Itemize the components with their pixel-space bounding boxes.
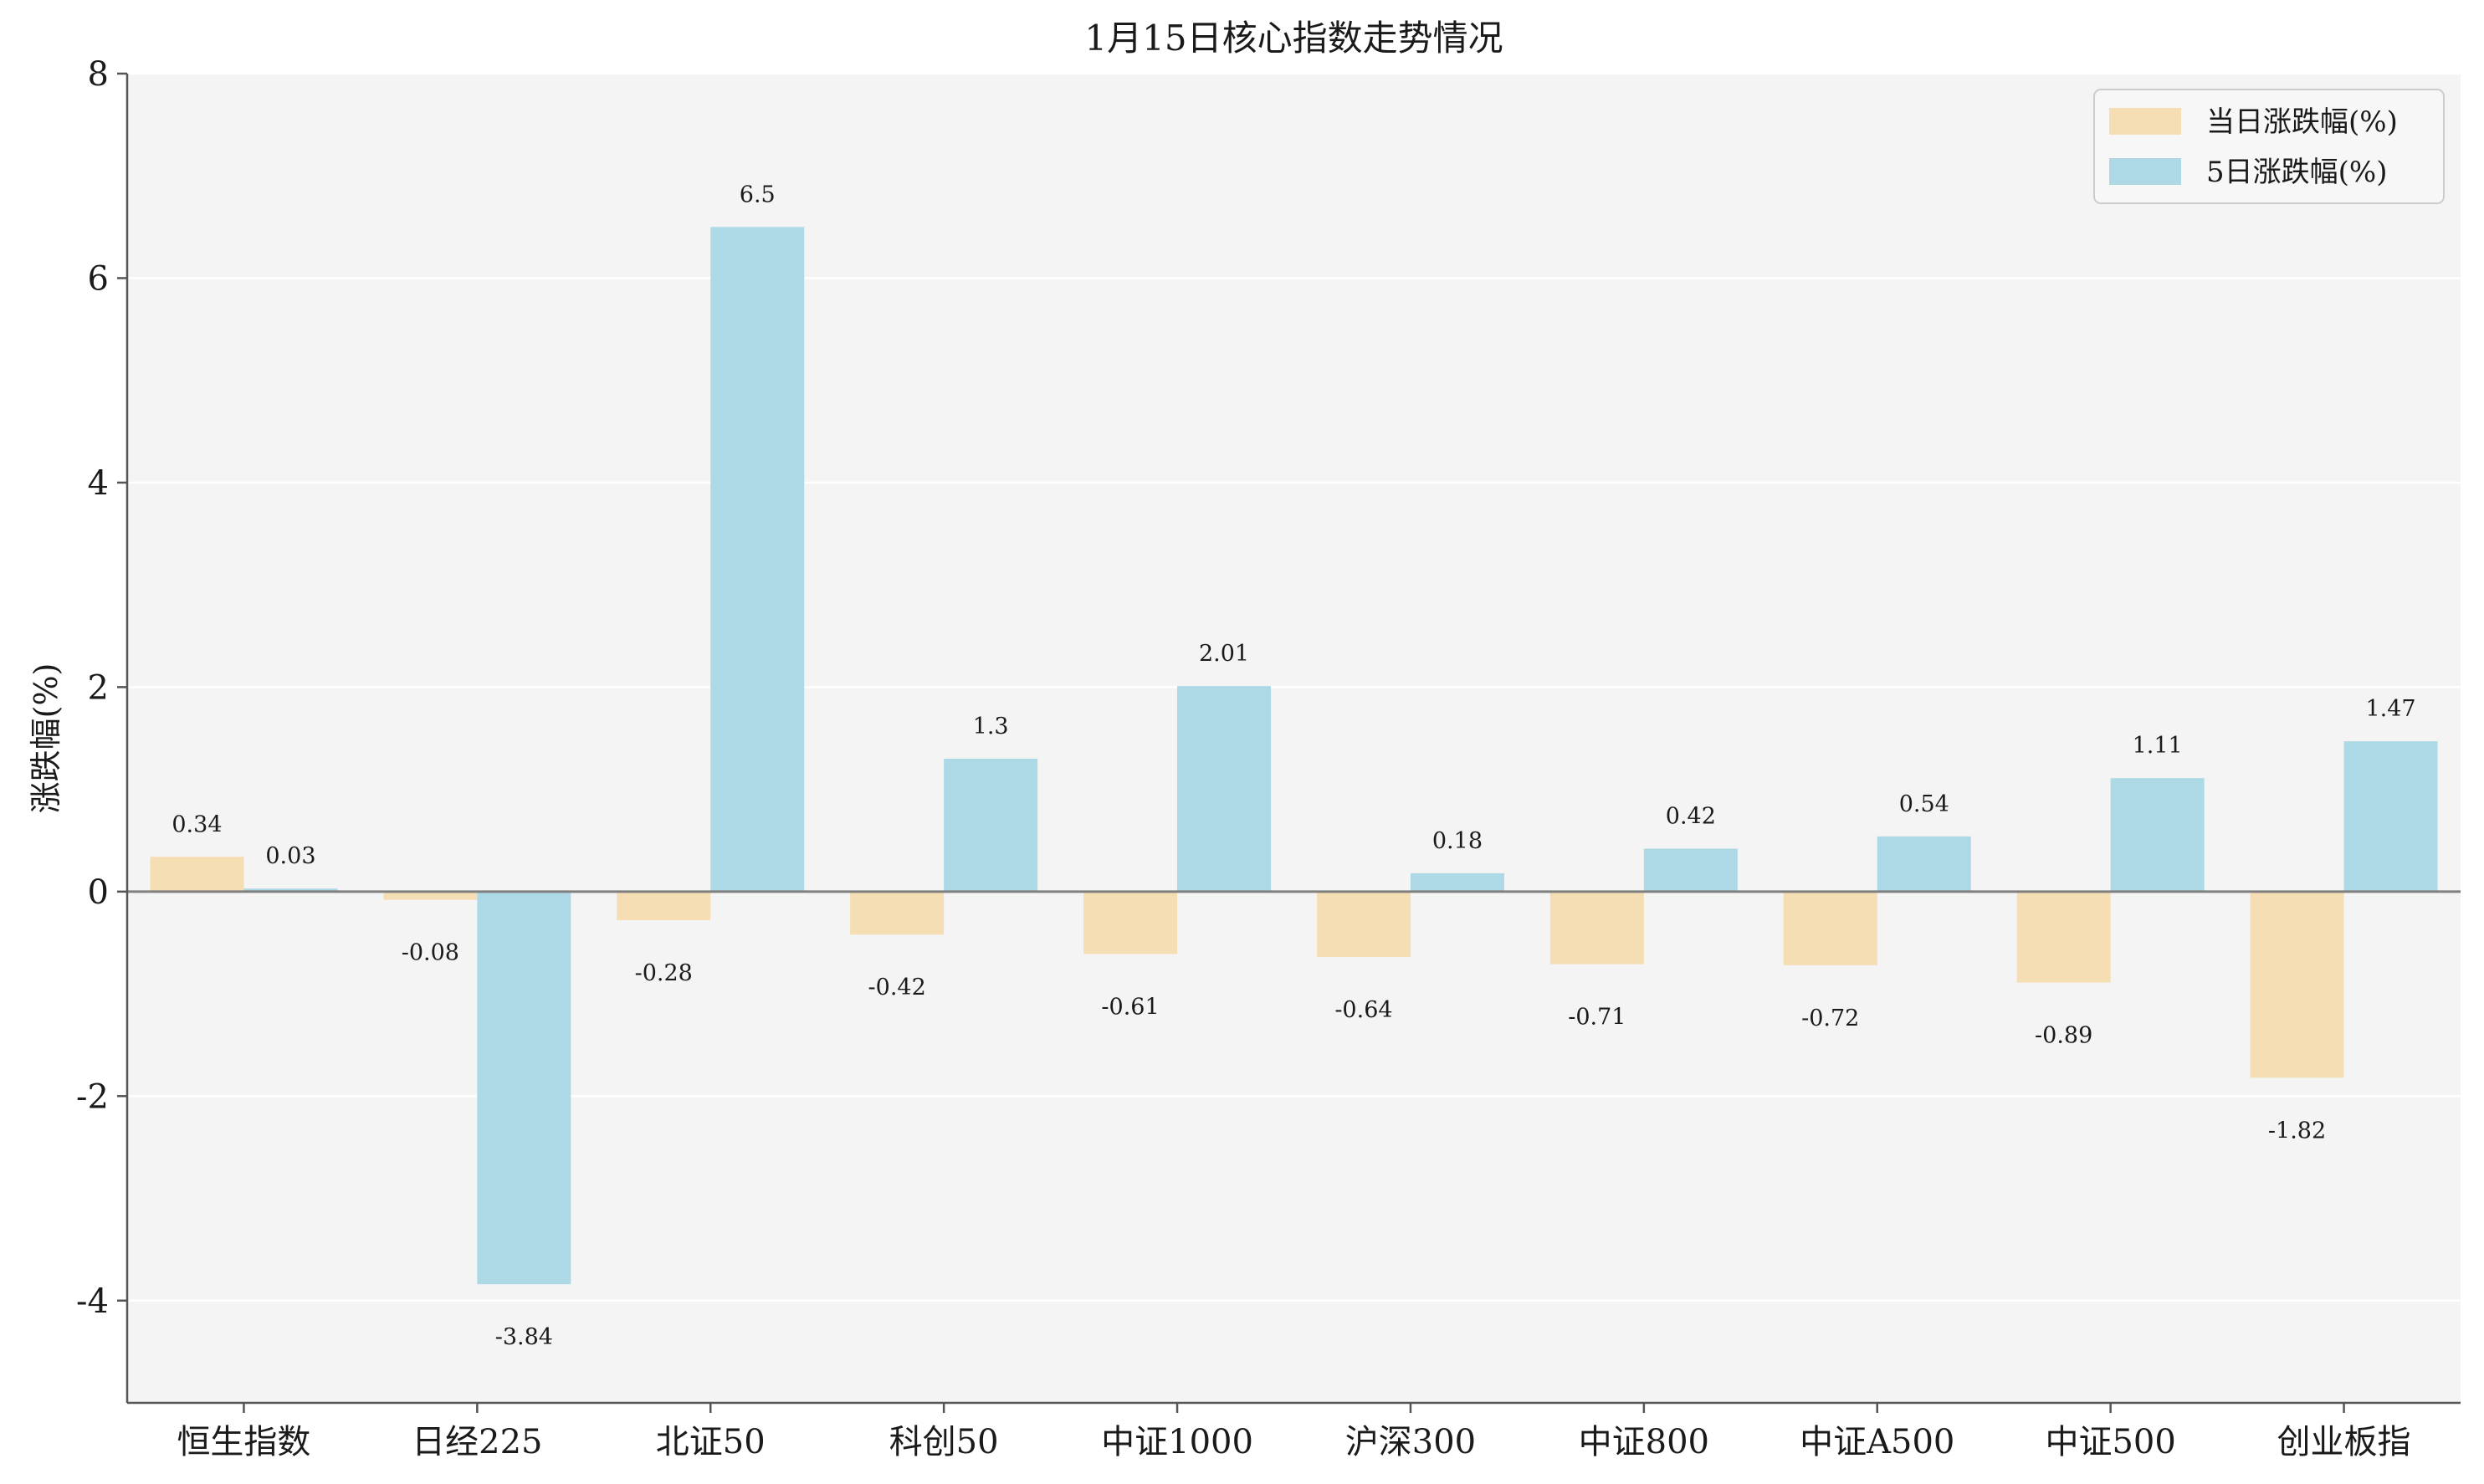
legend-label: 5日涨跌幅(%) <box>2206 156 2387 189</box>
data-label: 0.18 <box>1432 828 1483 854</box>
bar <box>150 857 244 892</box>
data-label: 1.47 <box>2365 696 2415 722</box>
bar <box>1316 891 1411 958</box>
y-tick-label: 6 <box>88 259 109 298</box>
data-label: 0.54 <box>1899 791 1949 817</box>
y-tick-label: 8 <box>88 55 109 94</box>
x-tick-label: 中证800 <box>1579 1423 1709 1461</box>
x-tick-label: 中证500 <box>2045 1423 2175 1461</box>
data-label: 2.01 <box>1199 641 1249 667</box>
legend-swatch <box>2109 158 2181 185</box>
data-label: -0.71 <box>1568 1005 1626 1031</box>
data-label: -1.82 <box>2268 1118 2326 1144</box>
bar <box>1643 848 1738 892</box>
y-tick-label: 2 <box>88 668 109 707</box>
bar <box>617 891 711 921</box>
x-tick-label: 中证1000 <box>1101 1423 1253 1461</box>
bar <box>1549 891 1644 965</box>
chart-title: 1月15日核心指数走势情况 <box>1084 18 1503 59</box>
data-label: -0.61 <box>1101 994 1159 1020</box>
y-axis-label: 涨跌幅(%) <box>28 663 64 814</box>
data-label: 0.42 <box>1666 804 1716 830</box>
legend: 当日涨跌幅(%) 5日涨跌幅(%) <box>2093 89 2445 204</box>
x-tick-label: 恒生指数 <box>177 1423 310 1461</box>
bar <box>710 227 805 892</box>
data-label: -0.28 <box>635 960 693 986</box>
bar <box>1783 891 1877 965</box>
data-label: -0.72 <box>1801 1006 1859 1031</box>
data-label: 1.11 <box>2133 733 2183 759</box>
data-label: -0.08 <box>402 940 459 966</box>
data-label: 6.5 <box>740 182 776 207</box>
y-tick-label: 4 <box>88 464 109 503</box>
y-tick-label: 0 <box>88 873 109 912</box>
bar <box>1083 891 1178 954</box>
data-label: -0.42 <box>868 975 926 1000</box>
x-tick-label: 中证A500 <box>1800 1423 1954 1461</box>
x-tick-label: 沪深300 <box>1345 1423 1476 1461</box>
y-tick-label: -2 <box>76 1077 109 1116</box>
bar <box>477 891 571 1285</box>
axes: -4 -2 0 2 4 6 8 恒生指数 日经225 北证50 科创50 中证1000 沪深300 中证8… <box>76 55 2461 1461</box>
bar <box>2343 741 2438 892</box>
y-tick-label: -4 <box>76 1282 109 1321</box>
bar <box>243 888 338 892</box>
bar <box>2016 891 2111 983</box>
x-tick-label: 创业板指 <box>2277 1423 2411 1461</box>
data-label: -0.64 <box>1334 997 1392 1023</box>
x-tick-label: 北证50 <box>656 1423 766 1461</box>
bar <box>2250 891 2344 1078</box>
x-tick-label: 日经225 <box>412 1423 542 1461</box>
bar <box>1177 686 1272 892</box>
data-label: -3.84 <box>495 1324 553 1350</box>
data-label: 0.34 <box>172 811 222 837</box>
legend-swatch <box>2109 108 2181 135</box>
bar <box>850 891 945 935</box>
bar <box>383 891 478 900</box>
data-labels: 0.34 0.03 -0.08 -3.84 -0.28 6.5 -0.42 1.3 -0.61 2… <box>172 182 2415 1350</box>
data-label: 0.03 <box>265 843 315 869</box>
data-label: 1.3 <box>973 714 1009 739</box>
bar <box>2110 778 2205 892</box>
data-label: -0.89 <box>2035 1023 2092 1049</box>
bars <box>150 227 2438 1285</box>
bar <box>1410 872 1504 892</box>
bar <box>1877 836 1971 892</box>
bar <box>944 758 1038 892</box>
legend-box <box>2093 89 2445 204</box>
legend-label: 当日涨跌幅(%) <box>2206 105 2398 139</box>
x-tick-label: 科创50 <box>889 1423 999 1461</box>
